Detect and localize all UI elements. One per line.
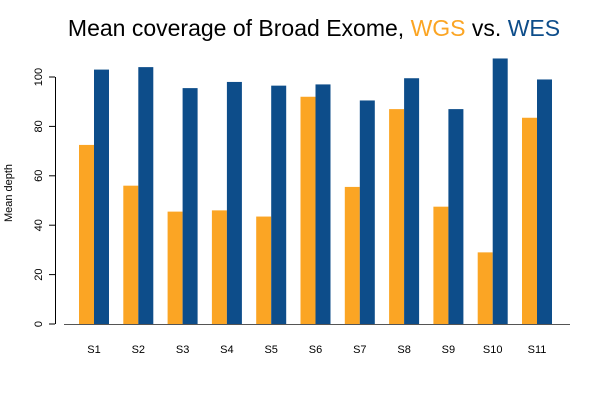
x-tick-label: S6 [309,344,322,356]
bar-wes-s6 [315,84,331,324]
x-tick-label: S5 [264,344,277,356]
bar-wgs-s2 [123,185,139,324]
chart-title-wes: WES [508,15,560,41]
bar-wes-s8 [404,78,420,324]
y-tick-label: 20 [33,268,45,280]
bar-wgs-s6 [300,96,316,324]
y-tick-label: 0 [33,321,45,327]
x-tick-label: S11 [528,344,547,356]
x-tick-label: S7 [353,344,366,356]
chart-title-wgs: WGS [411,15,466,41]
bar-wgs-s1 [79,144,94,324]
bar-wes-s2 [138,67,154,325]
x-tick-label: S4 [220,344,233,356]
x-tick-label: S2 [132,344,145,356]
plot-area: 0 20 40 60 80 100 S1 S2 S3 S4 S5 S6 S7 S8 S9 S10 S11 [33,58,570,356]
bar-wgs-s10 [477,252,493,324]
x-tick-label: S8 [397,344,410,356]
bar-wgs-s4 [211,210,227,324]
bar-wes-s5 [271,85,287,325]
bar-wgs-s5 [256,216,272,324]
y-tick-label: 80 [33,120,45,132]
bar-wes-s4 [226,81,242,324]
x-tick-label: S10 [483,344,503,356]
bar-wgs-s3 [167,211,183,324]
bar-wes-s11 [537,79,552,324]
bar-wes-s10 [492,58,508,324]
bar-wgs-s8 [389,109,405,324]
chart-title: Mean coverage of Broad Exome, WGS vs. WE… [68,15,560,41]
y-tick-label: 40 [33,219,45,231]
chart-title-middle: vs. [466,15,508,41]
x-tick-label: S3 [176,344,189,356]
y-tick-label: 60 [33,170,45,182]
bar-wgs-s9 [433,206,449,324]
x-tick-label: S9 [442,344,455,356]
bar-wes-s1 [94,69,109,324]
bar-wgs-s7 [344,186,360,324]
chart-title-prefix: Mean coverage of Broad Exome, [68,15,411,41]
bar-wes-s7 [359,100,375,324]
x-tick-label: S1 [87,344,100,356]
y-tick-label: 100 [33,68,45,86]
bar-wes-s9 [448,109,464,324]
bar-wes-s3 [182,88,198,325]
y-axis-label: Mean depth [3,164,15,222]
bar-wgs-s11 [522,117,537,324]
